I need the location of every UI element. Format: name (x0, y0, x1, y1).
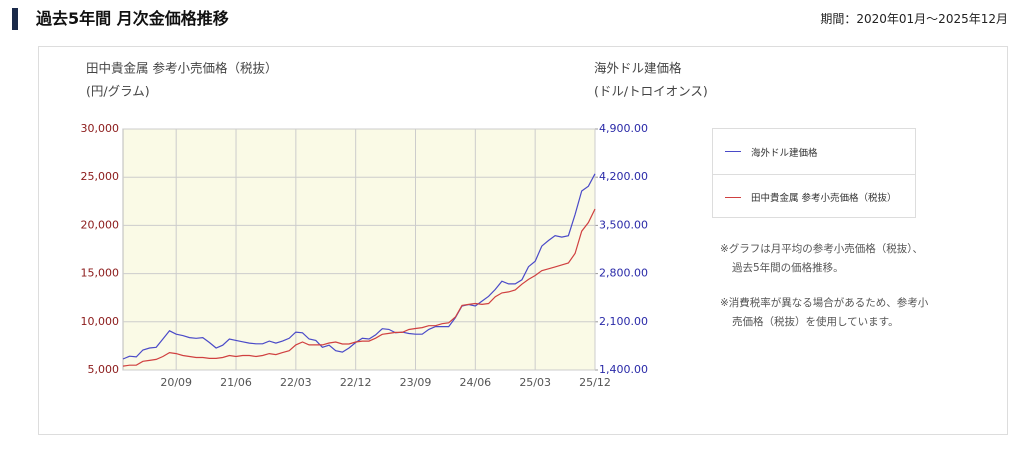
note-line: 過去5年間の価格推移。 (732, 262, 844, 274)
note: ※消費税率が異なる場合があるため、参考小売価格（税抜）を使用しています。 (720, 294, 928, 332)
y2-tick-label: 4,900.00 (599, 122, 648, 135)
x-tick-label: 22/03 (280, 376, 312, 389)
series-line (122, 208, 596, 367)
y2-tick-label: 3,500.00 (599, 218, 648, 231)
x-tick-label: 20/09 (160, 376, 192, 389)
note-line: ※グラフは月平均の参考小売価格（税抜）、 (720, 243, 924, 255)
legend-swatch (725, 151, 741, 152)
y2-tick-label: 2,800.00 (599, 267, 648, 280)
y-axis-title: 田中貴金属 参考小売価格（税抜） (86, 61, 277, 76)
y2-tick-label: 2,100.00 (599, 315, 648, 328)
series-line (122, 173, 596, 360)
period: 期間：2020年01月～2025年12月 (820, 12, 1008, 26)
y-tick-label: 5,000 (88, 363, 120, 376)
x-tick-label: 23/09 (400, 376, 432, 389)
y2-tick-label: 1,400.00 (599, 363, 648, 376)
chart-frame (38, 46, 1008, 435)
y2-tick-label: 4,200.00 (599, 170, 648, 183)
note-line: 売価格（税抜）を使用しています。 (732, 316, 899, 328)
note: ※グラフは月平均の参考小売価格（税抜）、過去5年間の価格推移。 (720, 240, 928, 278)
y2-axis-unit: (ドル/トロイオンス) (594, 84, 708, 99)
y-tick-label: 15,000 (81, 267, 120, 280)
legend-swatch (725, 196, 741, 198)
x-tick-label: 21/06 (220, 376, 252, 389)
y-tick-label: 10,000 (81, 315, 120, 328)
y-tick-label: 30,000 (81, 122, 120, 135)
y-tick-label: 25,000 (81, 170, 120, 183)
x-tick-label: 25/03 (519, 376, 551, 389)
note-line: ※消費税率が異なる場合があるため、参考小 (720, 297, 929, 309)
y2-axis-title: 海外ドル建価格 (594, 61, 682, 76)
page-title: 過去5年間 月次金価格推移 (12, 8, 229, 30)
legend-item: 田中貴金属 参考小売価格（税抜） (713, 174, 915, 219)
legend-label: 田中貴金属 参考小売価格（税抜） (751, 193, 897, 204)
legend-item: 海外ドル建価格 (713, 129, 915, 174)
y-tick-label: 20,000 (81, 218, 120, 231)
x-tick-label: 24/06 (459, 376, 491, 389)
notes: ※グラフは月平均の参考小売価格（税抜）、過去5年間の価格推移。 ※消費税率が異なる… (720, 240, 928, 348)
legend-label: 海外ドル建価格 (751, 147, 818, 159)
x-tick-label: 25/12 (579, 376, 611, 389)
legend: 海外ドル建価格田中貴金属 参考小売価格（税抜） (712, 128, 916, 218)
y-axis-unit: (円/グラム) (86, 84, 150, 99)
plot-area (122, 128, 596, 371)
x-tick-label: 22/12 (340, 376, 372, 389)
